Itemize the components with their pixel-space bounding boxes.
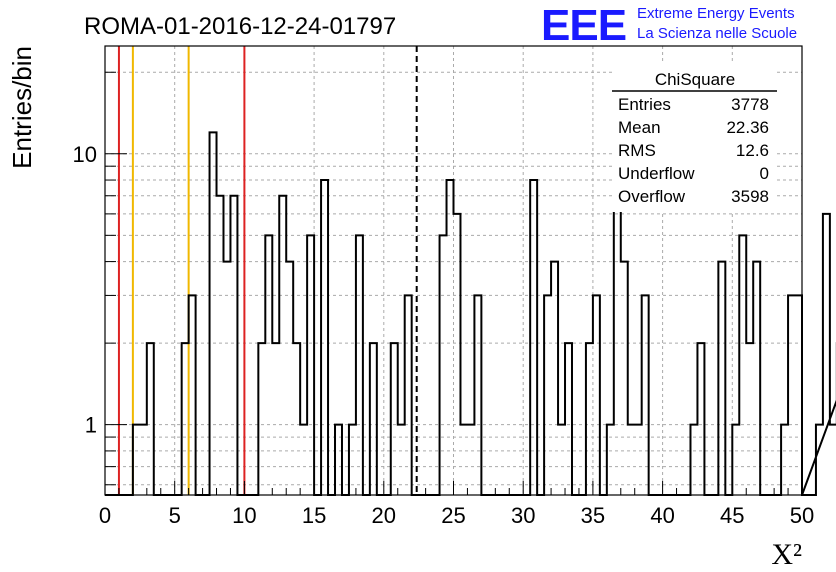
x-tick-label: 40 (650, 503, 674, 528)
histogram-bin (140, 425, 147, 495)
x-tick-label: 45 (720, 503, 744, 528)
histogram-bin (349, 425, 356, 495)
histogram-bin (467, 425, 474, 495)
histogram-bin (593, 295, 600, 495)
x-tick-label: 30 (511, 503, 535, 528)
x-tick-labels: 0 5 10 15 20 25 30 35 40 45 50 (99, 503, 814, 528)
histogram-bin (286, 262, 293, 495)
histogram-bin (447, 180, 454, 495)
histogram-bin (182, 343, 189, 495)
x-tick-label: 35 (581, 503, 605, 528)
logo-line-1: Extreme Energy Events (637, 5, 795, 22)
histogram-bin (558, 425, 565, 495)
stats-label-underflow: Underflow (618, 164, 695, 183)
x-tick-label: 15 (302, 503, 326, 528)
x-tick-label: 10 (232, 503, 256, 528)
histogram-bin (635, 425, 642, 495)
histogram-bin (147, 343, 154, 495)
histogram-bin (586, 343, 593, 495)
histogram-bin (300, 425, 307, 495)
stats-title: ChiSquare (655, 70, 735, 89)
histogram-bin (607, 425, 614, 495)
axis-ticks (104, 71, 803, 495)
stats-value-entries: 3778 (731, 95, 769, 114)
stats-value-underflow: 0 (760, 164, 769, 183)
histogram-bin (272, 343, 279, 495)
histogram-bin (398, 425, 405, 495)
histogram-bin (265, 235, 272, 495)
histogram-bin (370, 343, 377, 495)
histogram-bin (642, 295, 649, 495)
histogram-bin (739, 235, 746, 495)
x-tick-label: 5 (169, 503, 181, 528)
stats-value-mean: 22.36 (726, 118, 769, 137)
histogram-bin (544, 295, 551, 495)
histogram-bin (133, 425, 140, 495)
stats-value-rms: 12.6 (736, 141, 769, 160)
x-tick-label: 50 (790, 503, 814, 528)
histogram-bin (189, 295, 196, 495)
y-tick-label: 1 (85, 413, 97, 438)
histogram-bin (614, 180, 621, 495)
histogram-bin (690, 425, 697, 495)
histogram-bin (279, 196, 286, 495)
y-axis-label: Entries/bin (7, 46, 37, 169)
histogram-bin (454, 214, 461, 495)
x-tick-label: 0 (99, 503, 111, 528)
histogram-bin (816, 425, 823, 495)
histogram-bin (293, 343, 300, 495)
histogram-bin (621, 262, 628, 495)
stats-box: ChiSquare Entries 3778 Mean 22.36 RMS 12… (612, 64, 777, 212)
histogram-bin (391, 343, 398, 495)
stats-label-rms: RMS (618, 141, 656, 160)
x-axis-label: X² (771, 538, 802, 571)
histogram-bin (551, 262, 558, 495)
histogram-bin (746, 343, 753, 495)
histogram-bin (405, 295, 412, 495)
histogram-bin (732, 425, 739, 495)
histogram-bin (440, 235, 447, 495)
histogram-bin (474, 295, 481, 495)
histogram-bin (697, 343, 704, 495)
chart-title: ROMA-01-2016-12-24-01797 (84, 13, 396, 40)
histogram-bin (307, 235, 314, 495)
histogram-bin (356, 235, 363, 495)
y-tick-labels: 1 10 (73, 142, 97, 438)
histogram-bin (210, 132, 217, 495)
histogram-bin (830, 425, 836, 495)
histogram-bin (788, 295, 795, 495)
histogram-bin (321, 180, 328, 495)
stats-value-overflow: 3598 (731, 187, 769, 206)
histogram-bin (823, 214, 830, 495)
histogram-bin (258, 343, 265, 495)
x-tick-label: 25 (441, 503, 465, 528)
histogram-bin (230, 196, 237, 495)
histogram-bin (781, 425, 788, 495)
stats-label-entries: Entries (618, 95, 671, 114)
histogram-bin (628, 425, 635, 495)
histogram-bin (460, 425, 467, 495)
histogram-bin (795, 295, 802, 495)
histogram-bin (530, 180, 537, 495)
histogram-bin (223, 262, 230, 495)
x-tick-label: 20 (372, 503, 396, 528)
eee-logo: EEE (541, 1, 626, 50)
stats-label-overflow: Overflow (618, 187, 686, 206)
histogram-bin (718, 262, 725, 495)
histogram-bin (335, 425, 342, 495)
histogram-bin (753, 262, 760, 495)
grid (105, 46, 802, 495)
logo-line-2: La Scienza nelle Scuole (637, 25, 797, 42)
stats-label-mean: Mean (618, 118, 661, 137)
histogram-bin (217, 196, 224, 495)
histogram-bin (565, 343, 572, 495)
vertical-markers (117, 46, 418, 495)
y-tick-label: 10 (73, 142, 97, 167)
